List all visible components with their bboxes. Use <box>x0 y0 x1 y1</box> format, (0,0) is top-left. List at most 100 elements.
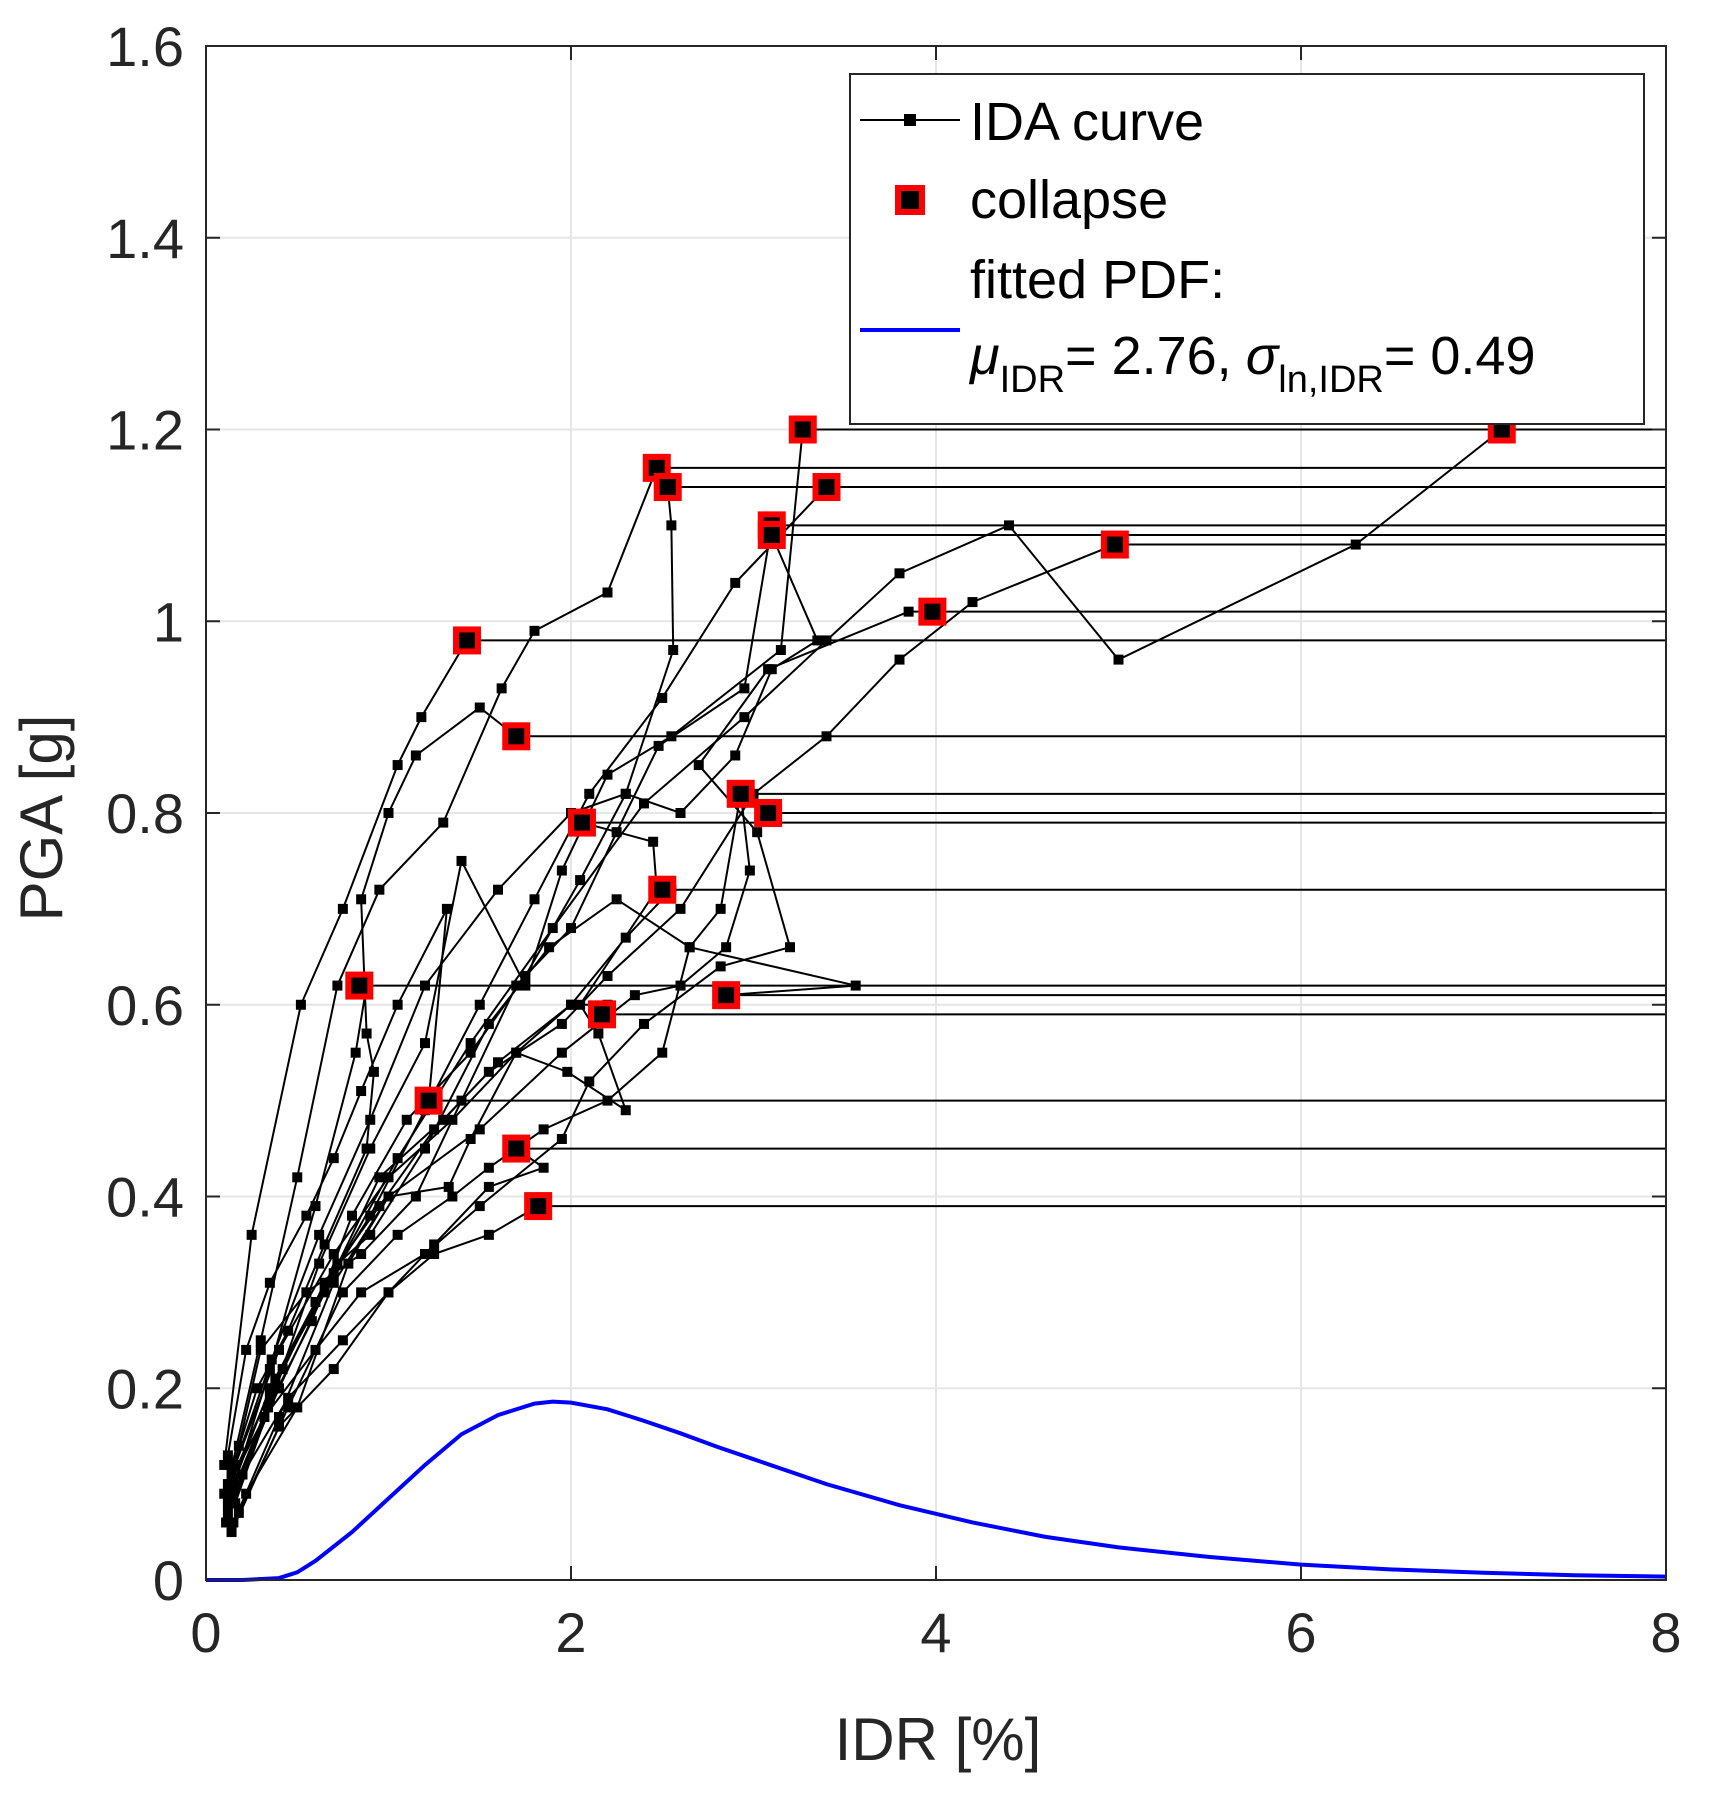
ida-point <box>1004 520 1014 531</box>
ida-point <box>429 1239 440 1250</box>
ida-point <box>575 875 586 886</box>
ida-point <box>264 1364 275 1375</box>
y-tick-label: 1.2 <box>106 399 184 462</box>
ida-point <box>233 1507 244 1518</box>
ida-point <box>356 1086 367 1097</box>
ida-point <box>629 990 640 1001</box>
legend: IDA curve collapse fitted PDF: μIDR= 2.7… <box>849 73 1645 425</box>
ida-point <box>529 625 540 636</box>
ida-point <box>383 808 394 818</box>
ida-point <box>383 1172 394 1183</box>
ida-point <box>715 961 726 972</box>
ida-point <box>241 1344 252 1355</box>
ida-point <box>383 1191 394 1202</box>
ida-point <box>361 1028 372 1039</box>
legend-box <box>849 73 1645 425</box>
ida-point <box>368 1066 379 1077</box>
ida-point <box>283 1402 294 1413</box>
ida-point <box>715 903 726 914</box>
ida-point <box>483 1229 494 1240</box>
ida-curve-line <box>223 610 933 1495</box>
ida-point <box>233 1440 244 1451</box>
axes <box>205 45 1667 1581</box>
ida-point <box>410 1191 421 1202</box>
ida-point <box>301 1210 312 1221</box>
collapse-marker <box>757 520 786 549</box>
ida-point <box>228 1479 239 1490</box>
ida-point <box>224 1498 235 1509</box>
ida-point <box>593 1028 604 1039</box>
ida-point <box>441 903 452 914</box>
ida-point <box>483 1181 494 1192</box>
ida-point <box>416 712 427 723</box>
ida-point <box>465 1038 476 1049</box>
ida-point <box>301 1287 312 1298</box>
ida-point <box>493 1057 503 1068</box>
ida-point <box>274 1412 284 1423</box>
collapse-marker <box>524 1192 553 1221</box>
x-tick-label: 8 <box>1650 1601 1681 1664</box>
ida-point <box>566 999 576 1010</box>
collapse-marker <box>712 981 741 1010</box>
ida-point <box>474 702 485 713</box>
ida-point <box>310 1201 321 1212</box>
ida-point <box>684 942 695 953</box>
ida-curve-line <box>241 1147 546 1476</box>
ida-point <box>675 808 686 818</box>
ida-point <box>332 980 343 991</box>
ida-point <box>693 760 704 771</box>
ida-point <box>337 1287 348 1298</box>
ida-point <box>456 855 467 866</box>
ida-point <box>420 980 430 991</box>
ida-curve-line <box>226 467 658 1485</box>
ida-point <box>383 1287 394 1298</box>
ida-point <box>744 865 755 876</box>
ida-point <box>639 798 649 809</box>
ida-point <box>474 999 485 1010</box>
ida-point <box>274 1344 284 1355</box>
ida-point <box>474 1124 485 1135</box>
ida-point <box>657 692 668 703</box>
ida-point <box>374 1172 385 1183</box>
x-tick-label: 6 <box>1285 1601 1316 1664</box>
ida-point <box>730 750 741 761</box>
ida-point <box>556 1018 567 1029</box>
ida-point <box>365 1229 376 1240</box>
ida-point <box>602 769 613 780</box>
collapse-marker <box>1100 530 1129 559</box>
x-tick-label: 2 <box>555 1601 586 1664</box>
y-tick-label: 1.4 <box>106 207 184 270</box>
ida-point <box>221 1517 232 1528</box>
ida-point <box>264 1392 275 1403</box>
ida-point <box>894 654 905 665</box>
ida-point <box>556 1133 567 1144</box>
ida-point <box>347 1210 357 1221</box>
ida-point <box>812 635 823 646</box>
ida-point <box>283 1325 294 1336</box>
legend-ida-marker <box>904 114 916 126</box>
ida-point <box>263 1402 274 1413</box>
x-tick-label: 0 <box>190 1601 221 1664</box>
ida-point <box>361 1143 372 1154</box>
ida-point <box>392 1229 403 1240</box>
ida-point <box>264 1277 275 1288</box>
ida-point <box>350 1047 361 1058</box>
ida-point <box>264 1383 275 1394</box>
collapse-marker <box>653 473 682 502</box>
ida-point <box>556 865 567 876</box>
ida-point <box>429 1249 440 1260</box>
ida-point <box>1350 539 1361 550</box>
ida-point <box>266 1354 277 1365</box>
ida-point <box>620 788 631 799</box>
ida-point <box>241 1488 252 1499</box>
legend-ida-label: IDA curve <box>970 92 1204 152</box>
y-tick-label: 0.8 <box>106 782 184 845</box>
ida-point <box>392 760 403 771</box>
y-tick-label: 1.6 <box>106 15 184 78</box>
ida-point <box>1113 654 1124 665</box>
ida-point <box>821 731 832 742</box>
ida-point <box>228 1517 239 1528</box>
ida-point <box>319 1239 330 1250</box>
ida-curve-line <box>232 706 517 1466</box>
